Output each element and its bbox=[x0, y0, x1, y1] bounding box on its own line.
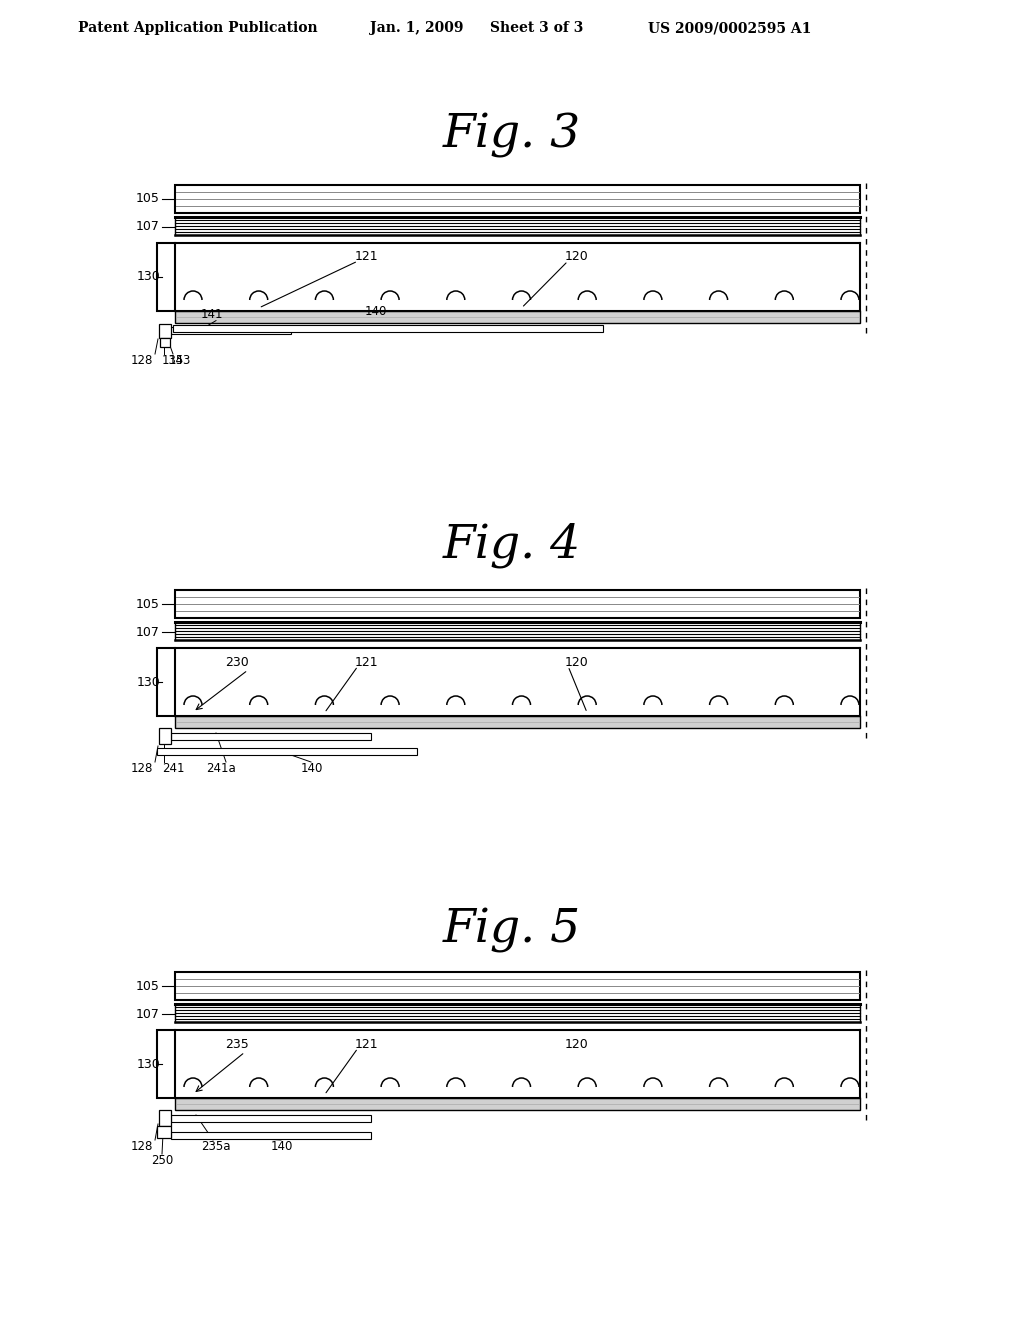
Text: 121: 121 bbox=[355, 251, 379, 264]
Bar bbox=[159, 1110, 171, 1126]
Text: 130: 130 bbox=[136, 676, 160, 689]
Bar bbox=[175, 312, 860, 323]
Text: 120: 120 bbox=[565, 656, 589, 668]
Text: 140: 140 bbox=[301, 762, 324, 775]
Text: Sheet 3 of 3: Sheet 3 of 3 bbox=[490, 21, 584, 36]
Bar bbox=[175, 715, 860, 729]
Text: 135: 135 bbox=[162, 354, 184, 367]
Text: 105: 105 bbox=[136, 598, 160, 610]
Bar bbox=[160, 338, 170, 347]
Text: 105: 105 bbox=[136, 979, 160, 993]
Text: 130: 130 bbox=[136, 1057, 160, 1071]
Bar bbox=[157, 1030, 175, 1098]
Text: 107: 107 bbox=[136, 220, 160, 234]
Bar bbox=[173, 325, 603, 331]
Bar bbox=[171, 326, 291, 334]
Text: Fig. 5: Fig. 5 bbox=[442, 907, 582, 953]
Text: 235: 235 bbox=[225, 1038, 249, 1051]
Text: 140: 140 bbox=[365, 305, 387, 318]
Bar bbox=[159, 323, 171, 338]
Text: 121: 121 bbox=[355, 1038, 379, 1051]
Bar bbox=[175, 185, 860, 213]
Bar bbox=[171, 1115, 371, 1122]
Text: 141: 141 bbox=[201, 308, 223, 321]
Text: 107: 107 bbox=[136, 1007, 160, 1020]
Text: Fig. 3: Fig. 3 bbox=[442, 112, 582, 157]
Bar bbox=[171, 1133, 371, 1139]
Text: 128: 128 bbox=[131, 762, 153, 775]
Text: 130: 130 bbox=[136, 271, 160, 284]
Bar bbox=[175, 972, 860, 1001]
Text: 120: 120 bbox=[565, 251, 589, 264]
Text: Patent Application Publication: Patent Application Publication bbox=[78, 21, 317, 36]
Text: 230: 230 bbox=[225, 656, 249, 669]
Text: 241a: 241a bbox=[206, 762, 236, 775]
Bar bbox=[175, 1098, 860, 1110]
Text: 105: 105 bbox=[136, 193, 160, 206]
Text: 128: 128 bbox=[131, 1140, 153, 1152]
Bar bbox=[157, 1126, 171, 1138]
Text: 121: 121 bbox=[355, 656, 379, 668]
Text: 120: 120 bbox=[565, 1038, 589, 1051]
Text: 140: 140 bbox=[271, 1140, 293, 1152]
Bar bbox=[175, 590, 860, 618]
Text: 250: 250 bbox=[151, 1154, 173, 1167]
Text: 107: 107 bbox=[136, 626, 160, 639]
Text: Fig. 4: Fig. 4 bbox=[442, 523, 582, 568]
Text: 143: 143 bbox=[169, 354, 191, 367]
Bar bbox=[171, 733, 371, 741]
Text: 128: 128 bbox=[131, 354, 153, 367]
Bar bbox=[159, 729, 171, 744]
Bar bbox=[157, 243, 175, 312]
Bar bbox=[157, 648, 175, 715]
Text: 241: 241 bbox=[162, 762, 184, 775]
Bar bbox=[157, 748, 417, 755]
Text: US 2009/0002595 A1: US 2009/0002595 A1 bbox=[648, 21, 811, 36]
Text: Jan. 1, 2009: Jan. 1, 2009 bbox=[370, 21, 464, 36]
Text: 235a: 235a bbox=[201, 1140, 230, 1152]
